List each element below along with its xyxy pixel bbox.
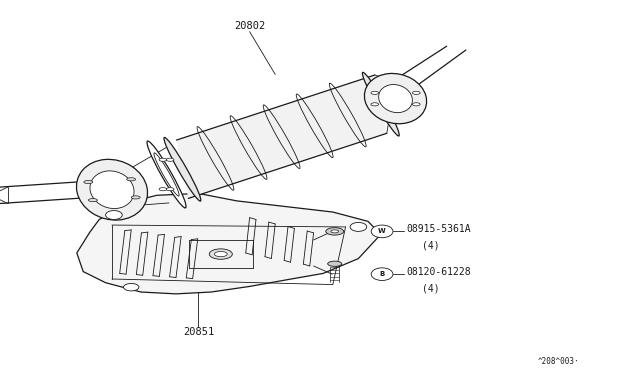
Ellipse shape [127, 178, 136, 181]
Ellipse shape [328, 261, 342, 266]
Text: 20851: 20851 [183, 327, 214, 337]
Ellipse shape [159, 158, 167, 161]
Ellipse shape [106, 211, 122, 219]
Ellipse shape [76, 159, 148, 220]
Ellipse shape [331, 230, 339, 233]
Text: 08915-5361A: 08915-5361A [406, 224, 471, 234]
Ellipse shape [90, 171, 134, 209]
Text: W: W [378, 228, 386, 234]
Ellipse shape [159, 187, 167, 191]
Ellipse shape [362, 72, 399, 136]
Circle shape [371, 268, 393, 280]
Text: 08120-61228: 08120-61228 [406, 267, 471, 276]
Ellipse shape [131, 196, 140, 199]
Text: (4): (4) [422, 241, 440, 250]
Ellipse shape [166, 187, 174, 191]
Ellipse shape [214, 251, 227, 257]
Ellipse shape [209, 249, 232, 259]
Ellipse shape [371, 91, 379, 94]
Ellipse shape [371, 103, 379, 106]
Text: 20802: 20802 [234, 21, 265, 31]
Ellipse shape [164, 137, 201, 201]
Ellipse shape [88, 199, 97, 202]
Ellipse shape [84, 180, 93, 184]
Ellipse shape [379, 84, 412, 113]
Ellipse shape [326, 228, 344, 235]
Ellipse shape [364, 73, 427, 124]
Text: (4): (4) [422, 283, 440, 293]
Ellipse shape [412, 103, 420, 106]
Circle shape [371, 225, 393, 238]
Polygon shape [77, 193, 381, 294]
Ellipse shape [350, 222, 367, 231]
Text: ^208^003·: ^208^003· [538, 357, 579, 366]
Polygon shape [177, 75, 387, 198]
Ellipse shape [147, 141, 186, 208]
Ellipse shape [412, 91, 420, 94]
Text: B: B [380, 271, 385, 277]
Ellipse shape [166, 158, 174, 161]
Ellipse shape [124, 283, 139, 291]
